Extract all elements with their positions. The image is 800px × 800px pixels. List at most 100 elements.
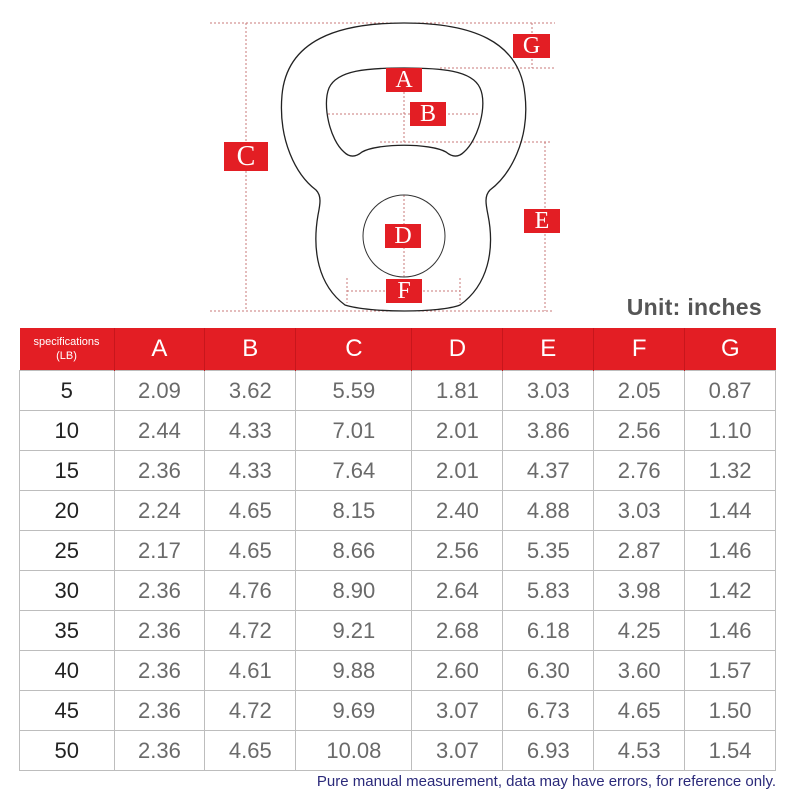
value-cell-g: 1.10 (684, 410, 776, 451)
value-cell-a: 2.09 (113, 370, 206, 411)
value-cell-d: 2.64 (411, 570, 504, 611)
value-cell-d: 2.40 (411, 490, 504, 531)
value-cell-b: 4.33 (204, 450, 297, 491)
value-cell-a: 2.36 (113, 450, 206, 491)
table-row: 40 2.36 4.61 9.88 2.60 6.30 3.60 1.57 (19, 650, 776, 691)
header-g: G (684, 328, 776, 371)
value-cell-d: 3.07 (411, 730, 504, 771)
value-cell-d: 2.01 (411, 410, 504, 451)
weight-cell: 15 (19, 450, 115, 491)
handle-hole-outline (325, 67, 484, 157)
weight-cell: 40 (19, 650, 115, 691)
kettlebell-outline (280, 22, 527, 312)
value-cell-g: 1.46 (684, 610, 776, 651)
header-f: F (593, 328, 686, 371)
unit-label: Unit: inches (626, 294, 762, 320)
header-a: A (114, 328, 206, 371)
weight-cell: 30 (19, 570, 115, 611)
header-e: E (502, 328, 595, 371)
value-cell-g: 1.54 (684, 730, 776, 771)
weight-cell: 50 (19, 730, 115, 771)
header-spec-line2: (LB) (56, 350, 77, 362)
table-row: 35 2.36 4.72 9.21 2.68 6.18 4.25 1.46 (19, 610, 776, 651)
value-cell-c: 9.88 (295, 650, 413, 691)
value-cell-b: 4.65 (204, 490, 297, 531)
value-cell-b: 4.61 (204, 650, 297, 691)
header-specifications: specifications (LB) (19, 328, 115, 371)
value-cell-b: 3.62 (204, 370, 297, 411)
value-cell-e: 3.03 (502, 370, 595, 411)
value-cell-b: 4.76 (204, 570, 297, 611)
table-row: 20 2.24 4.65 8.15 2.40 4.88 3.03 1.44 (19, 490, 776, 531)
weight-cell: 45 (19, 690, 115, 731)
disclaimer-note: Pure manual measurement, data may have e… (316, 773, 776, 790)
value-cell-c: 8.15 (295, 490, 413, 531)
value-cell-d: 2.01 (411, 450, 504, 491)
value-cell-b: 4.65 (204, 530, 297, 571)
value-cell-a: 2.24 (113, 490, 206, 531)
label-b: B (410, 102, 446, 126)
value-cell-f: 3.60 (593, 650, 686, 691)
value-cell-f: 4.53 (593, 730, 686, 771)
table-row: 30 2.36 4.76 8.90 2.64 5.83 3.98 1.42 (19, 570, 776, 611)
value-cell-a: 2.36 (113, 570, 206, 611)
label-a: A (386, 68, 422, 92)
header-d: D (411, 328, 504, 371)
value-cell-e: 5.35 (502, 530, 595, 571)
table-row: 25 2.17 4.65 8.66 2.56 5.35 2.87 1.46 (19, 530, 776, 571)
weight-cell: 10 (19, 410, 115, 451)
value-cell-g: 1.42 (684, 570, 776, 611)
value-cell-a: 2.44 (113, 410, 206, 451)
header-b: B (204, 328, 297, 371)
value-cell-f: 4.25 (593, 610, 686, 651)
value-cell-b: 4.65 (204, 730, 297, 771)
value-cell-d: 1.81 (411, 370, 504, 411)
label-d: D (385, 224, 421, 248)
value-cell-c: 9.69 (295, 690, 413, 731)
value-cell-b: 4.33 (204, 410, 297, 451)
value-cell-e: 6.93 (502, 730, 595, 771)
value-cell-c: 8.66 (295, 530, 413, 571)
value-cell-a: 2.36 (113, 650, 206, 691)
weight-cell: 35 (19, 610, 115, 651)
value-cell-g: 1.57 (684, 650, 776, 691)
value-cell-d: 2.56 (411, 530, 504, 571)
value-cell-c: 8.90 (295, 570, 413, 611)
table-row: 10 2.44 4.33 7.01 2.01 3.86 2.56 1.10 (19, 410, 776, 451)
value-cell-c: 7.64 (295, 450, 413, 491)
value-cell-d: 2.60 (411, 650, 504, 691)
value-cell-f: 3.98 (593, 570, 686, 611)
table-row: 50 2.36 4.65 10.08 3.07 6.93 4.53 1.54 (19, 730, 776, 771)
value-cell-g: 0.87 (684, 370, 776, 411)
value-cell-e: 6.30 (502, 650, 595, 691)
value-cell-d: 3.07 (411, 690, 504, 731)
label-g: G (513, 34, 550, 58)
value-cell-f: 2.05 (593, 370, 686, 411)
value-cell-c: 5.59 (295, 370, 413, 411)
value-cell-e: 4.88 (502, 490, 595, 531)
value-cell-c: 9.21 (295, 610, 413, 651)
value-cell-f: 2.87 (593, 530, 686, 571)
spec-table: specifications (LB) A B C D E F G 5 2.09 3… (19, 328, 776, 771)
weight-cell: 20 (19, 490, 115, 531)
value-cell-f: 2.76 (593, 450, 686, 491)
value-cell-f: 2.56 (593, 410, 686, 451)
value-cell-g: 1.46 (684, 530, 776, 571)
value-cell-e: 4.37 (502, 450, 595, 491)
header-c: C (295, 328, 413, 371)
value-cell-b: 4.72 (204, 610, 297, 651)
value-cell-g: 1.32 (684, 450, 776, 491)
value-cell-e: 6.73 (502, 690, 595, 731)
value-cell-a: 2.17 (113, 530, 206, 571)
table-row: 15 2.36 4.33 7.64 2.01 4.37 2.76 1.32 (19, 450, 776, 491)
table-header: specifications (LB) A B C D E F G (19, 328, 776, 371)
value-cell-a: 2.36 (113, 690, 206, 731)
value-cell-g: 1.50 (684, 690, 776, 731)
value-cell-a: 2.36 (113, 610, 206, 651)
table-row: 45 2.36 4.72 9.69 3.07 6.73 4.65 1.50 (19, 690, 776, 731)
value-cell-a: 2.36 (113, 730, 206, 771)
weight-cell: 25 (19, 530, 115, 571)
value-cell-c: 10.08 (295, 730, 413, 771)
value-cell-f: 4.65 (593, 690, 686, 731)
